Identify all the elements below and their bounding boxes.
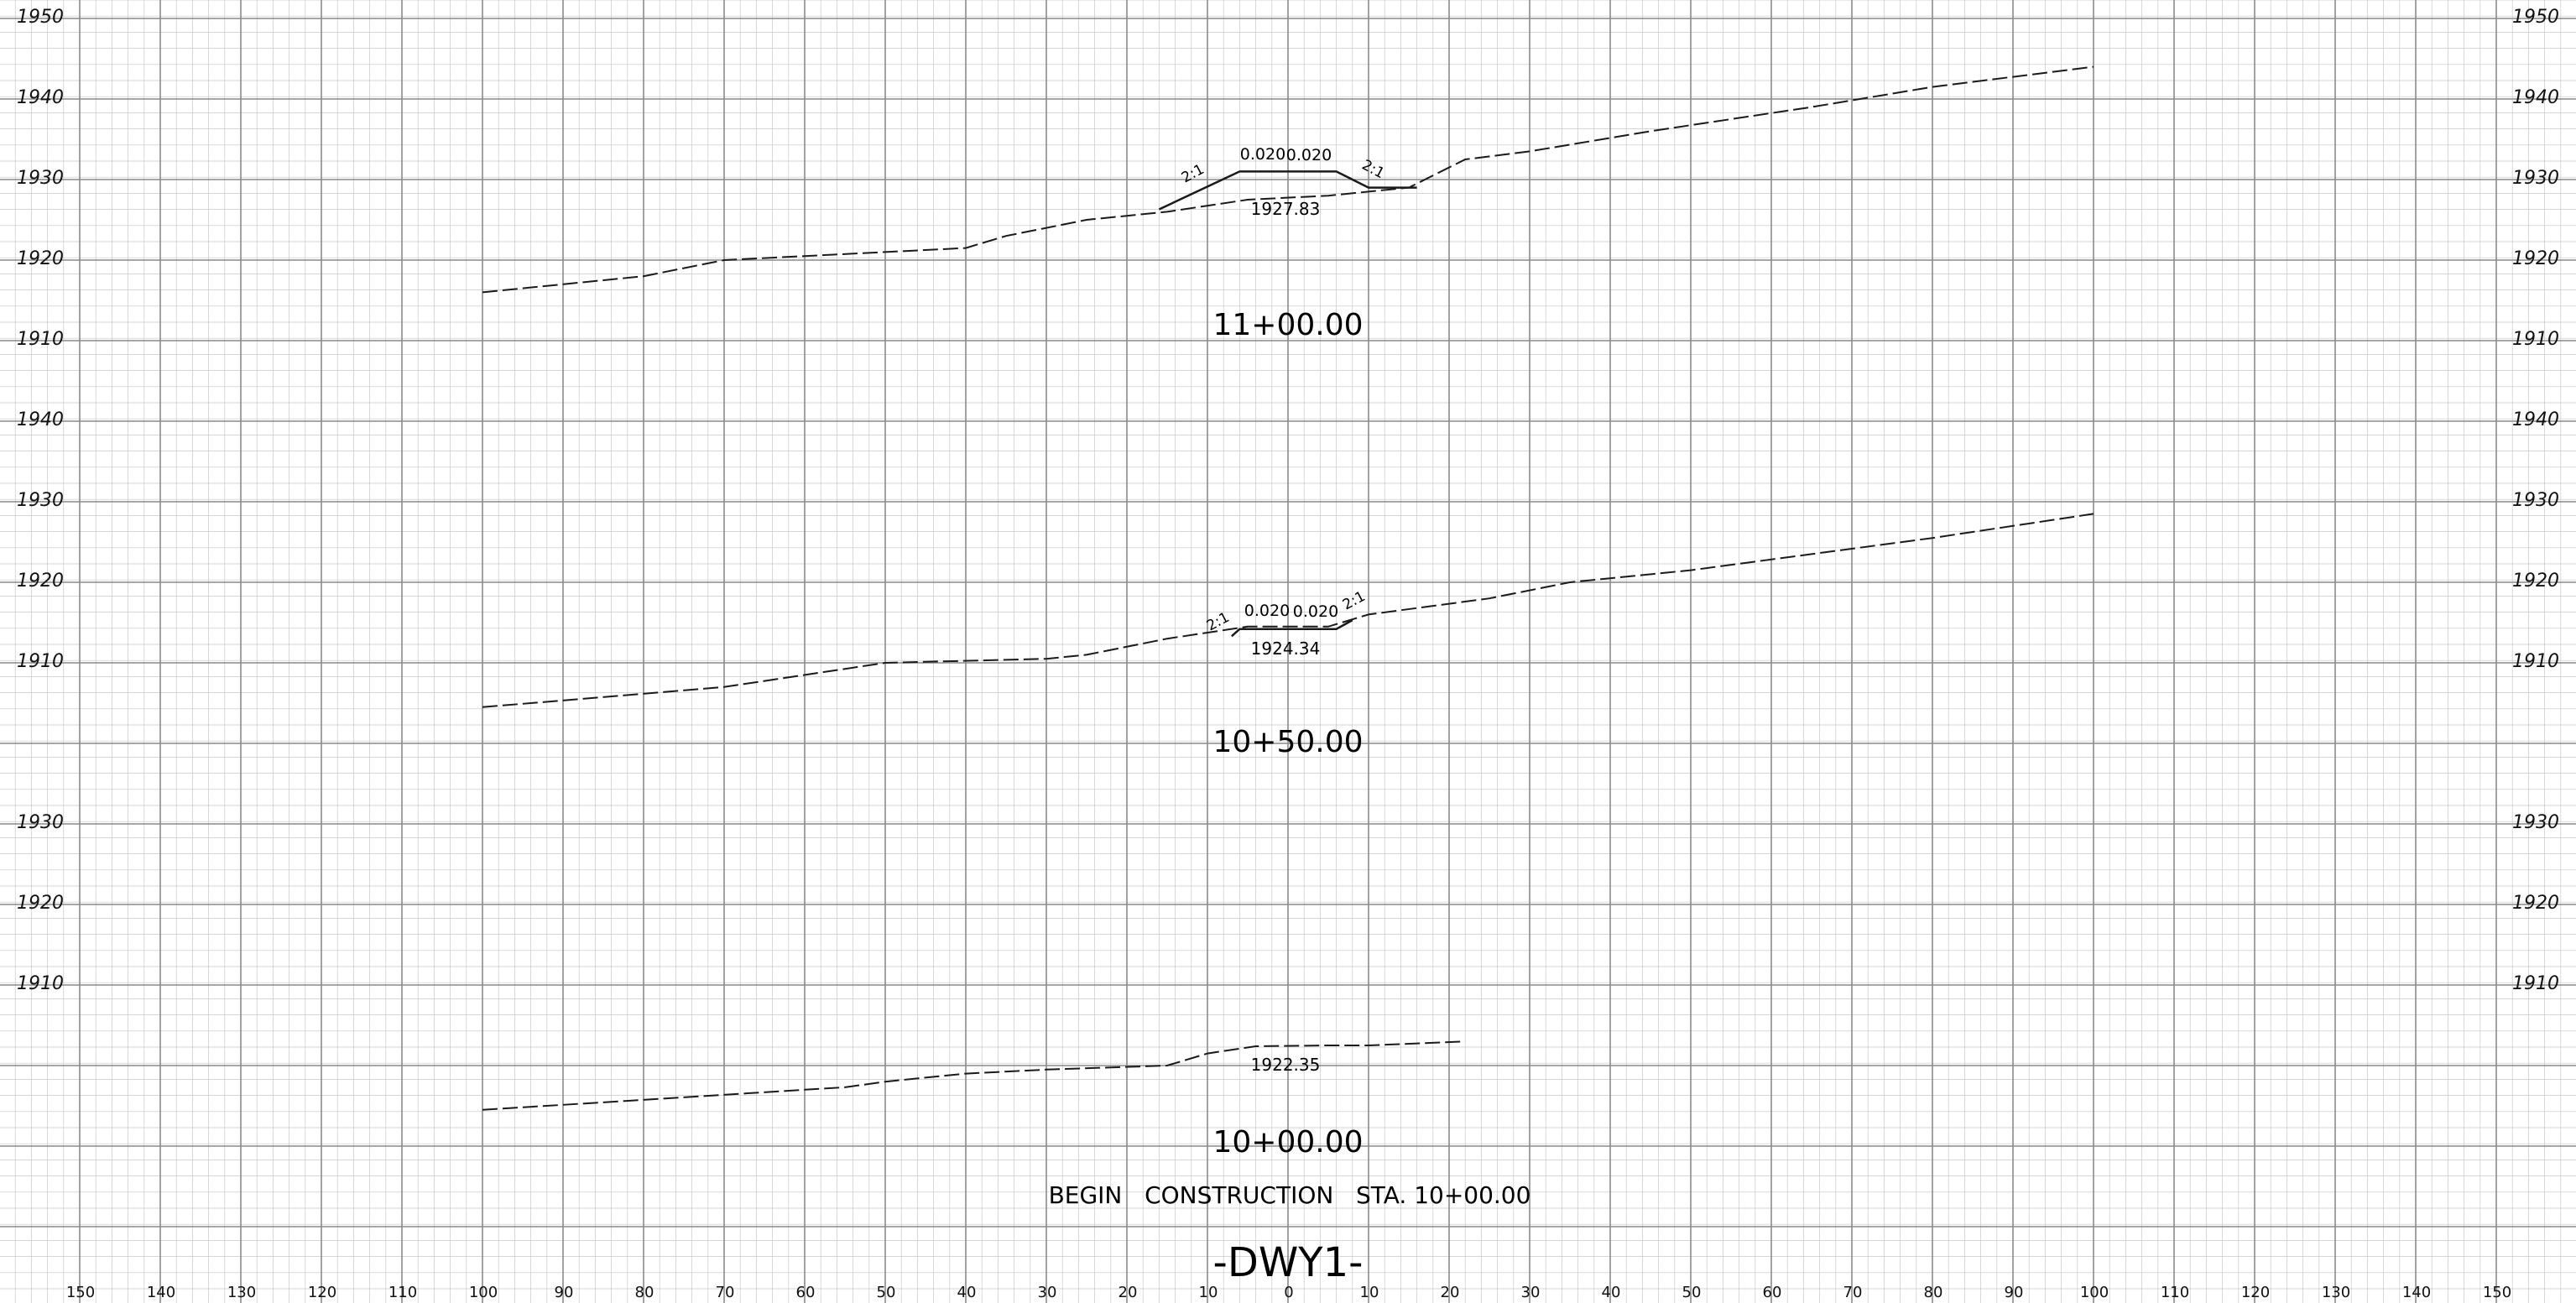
x-tick-label: 60 (1763, 1284, 1782, 1301)
slope-label-right: 2:1 (1340, 588, 1369, 614)
elevation-labels: 1930 1930 1920 1920 1910 1910 (17, 812, 2559, 994)
x-tick-label: 150 (2483, 1284, 2511, 1301)
proposed-template (1158, 170, 1417, 211)
elevation-label-right: 1940 (2512, 87, 2559, 108)
x-tick-label: 100 (469, 1284, 498, 1301)
elevation-label-right: 1920 (2512, 571, 2559, 592)
section-10-00: 1930 1930 1920 1920 1910 1910 1922.35 10+00.0… (17, 812, 2559, 1160)
x-tick-label: 150 (66, 1284, 95, 1301)
elevation-label-left: 1930 (17, 812, 64, 833)
x-tick-label: 40 (957, 1284, 977, 1301)
x-tick-label: 140 (147, 1284, 175, 1301)
x-tick-label: 60 (796, 1284, 816, 1301)
station-label: 10+50.00 (1212, 725, 1363, 759)
slope-label-right: 2:1 (1359, 157, 1388, 183)
station-label: 11+00.00 (1212, 308, 1363, 342)
x-tick-label: 70 (716, 1284, 735, 1301)
elevation-labels: 1940 1940 1930 1930 1920 1920 1910 1910 (17, 409, 2559, 672)
x-tick-label: 10 (1199, 1284, 1218, 1301)
x-tick-label: 30 (1038, 1284, 1057, 1301)
x-tick-label: 40 (1602, 1284, 1621, 1301)
x-tick-label: 120 (308, 1284, 336, 1301)
x-tick-label: 50 (1682, 1284, 1702, 1301)
section-11-00: 1950 1950 1940 1940 1930 1930 1920 1920 1910 1910… (17, 7, 2559, 350)
x-tick-label: 80 (635, 1284, 654, 1301)
x-tick-label: 130 (227, 1284, 256, 1301)
x-tick-label: 20 (1441, 1284, 1460, 1301)
x-tick-label: 80 (1924, 1284, 1943, 1301)
slope-label-left: 2:1 (1204, 609, 1233, 635)
cross-slope-right: 0.020 (1286, 146, 1332, 164)
elevation-label-right: 1940 (2512, 409, 2559, 430)
elevation-label-right: 1930 (2512, 168, 2559, 189)
elevation-label-left: 1920 (17, 893, 64, 914)
grade-elevation: 1924.34 (1251, 638, 1321, 659)
grade-elevation: 1927.83 (1251, 199, 1321, 219)
x-axis-ticks: 150 140 130 120 110 100 90 80 70 60 50 40 30 20 10 0 10 2… (66, 1284, 2511, 1301)
x-tick-label: 90 (555, 1284, 574, 1301)
elevation-label-left: 1930 (17, 490, 64, 511)
x-tick-label: 50 (877, 1284, 896, 1301)
elevation-label-right: 1930 (2512, 812, 2559, 833)
elevation-label-right: 1920 (2512, 893, 2559, 914)
elevation-label-left: 1940 (17, 87, 64, 108)
elevation-label-right: 1920 (2512, 248, 2559, 269)
slope-label-left: 2:1 (1179, 161, 1207, 187)
x-tick-label: 110 (2161, 1284, 2189, 1301)
x-tick-label: 140 (2402, 1284, 2431, 1301)
x-tick-label: 90 (2005, 1284, 2024, 1301)
elevation-label-right: 1910 (2512, 651, 2559, 672)
elevation-label-left: 1910 (17, 651, 64, 672)
elevation-label-left: 1930 (17, 168, 64, 189)
cross-slope-left: 0.020 (1240, 145, 1285, 164)
cross-slope-left: 0.020 (1244, 602, 1290, 620)
elevation-label-left: 1940 (17, 409, 64, 430)
elevation-label-left: 1920 (17, 571, 64, 592)
elevation-label-left: 1920 (17, 248, 64, 269)
grade-elevation: 1922.35 (1251, 1055, 1321, 1075)
x-tick-label: 20 (1119, 1284, 1138, 1301)
x-tick-label: 30 (1521, 1284, 1541, 1301)
existing-ground-line (482, 65, 2094, 294)
elevation-label-right: 1910 (2512, 973, 2559, 994)
x-tick-label: 100 (2080, 1284, 2109, 1301)
x-tick-label: 70 (1843, 1284, 1863, 1301)
x-tick-label: 120 (2241, 1284, 2270, 1301)
section-10-50: 1940 1940 1930 1930 1920 1920 1910 1910 2:1 2:1… (17, 409, 2559, 759)
existing-ground-line (482, 1040, 1466, 1111)
elevation-label-left: 1910 (17, 329, 64, 350)
elevation-label-right: 1910 (2512, 329, 2559, 350)
elevation-labels: 1950 1950 1940 1940 1930 1930 1920 1920 1910 1910 (17, 7, 2559, 350)
x-tick-label: 110 (388, 1284, 417, 1301)
sheet-title: -DWY1- (1213, 1239, 1364, 1286)
begin-construction-note: BEGIN CONSTRUCTION STA. 10+00.00 (1049, 1181, 1531, 1209)
existing-ground-line (482, 513, 2094, 708)
x-tick-label: 0 (1284, 1284, 1293, 1301)
elevation-label-right: 1950 (2512, 7, 2559, 28)
x-tick-label: 10 (1360, 1284, 1379, 1301)
cross-slope-right: 0.020 (1293, 602, 1338, 621)
elevation-label-left: 1950 (17, 7, 64, 28)
elevation-label-right: 1930 (2512, 490, 2559, 511)
station-label: 10+00.00 (1212, 1125, 1363, 1160)
x-tick-label: 130 (2322, 1284, 2350, 1301)
elevation-label-left: 1910 (17, 973, 64, 994)
proposed-template (1230, 619, 1353, 638)
